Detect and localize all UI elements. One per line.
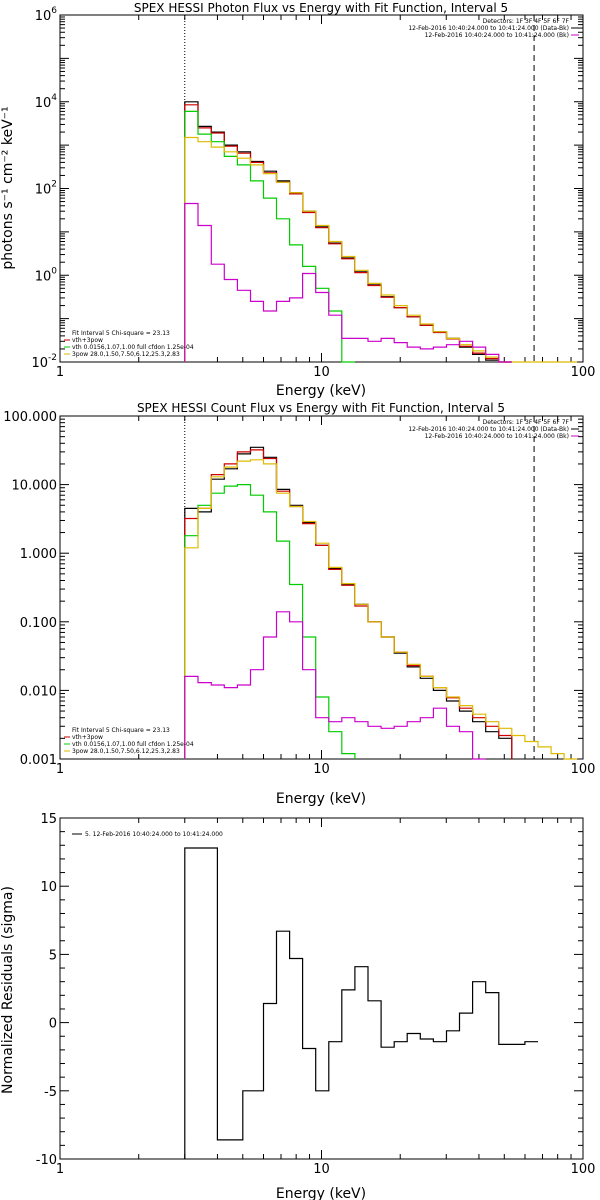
y-tick-label: 15 [40,812,57,827]
legend-top-right-entry: 12-Feb-2016 10:40:24.000 to 10:41:24.000… [408,426,569,433]
legend-bottom-left-entry: vth+3pow [72,734,103,741]
series-1-histogram [184,449,513,759]
legend-bottom-left-entry: 3pow 28.0,1.50,7.50,6.12,25.3,2.83 [72,748,180,755]
y-tick-label: 104 [35,93,58,111]
panel-3-frame [59,817,584,1160]
x-tick-label: 100 [571,365,596,380]
y-tick-label: 0 [49,1017,57,1032]
y-tick-label: 106 [35,6,58,24]
legend-bottom-left-entry: vth 0.0156,1.07,1.00 full cfdon 1.25e-04 [72,741,194,748]
y-tick-label: -10 [36,1153,57,1168]
y-tick-label: -5 [44,1085,57,1100]
x-tick-label: 10 [313,762,330,777]
residuals-panel: 1 10 100 -10 -5 0 5 10 15 5. 12-Feb-2016 10:40:24… [0,812,595,1200]
y-tick-label: 0.010 [20,684,57,699]
series-0-histogram [184,446,513,759]
y-tick-label: 5 [49,948,57,963]
x-tick-label: 1 [56,365,64,380]
panel-2-title: SPEX HESSI Count Flux vs Energy with Fit… [137,401,505,415]
legend-bottom-left-entry: Fit Interval 5 Chi-square = 23.13 [72,330,170,337]
legend-top-right-entry: 12-Feb-2016 10:40:24.000 to 10:41:24.000… [408,25,569,32]
legend-top-right-entry: Detectors: 1F 3F 4F 5F 6F 7F [483,419,570,426]
x-tick-label: 10 [313,365,330,380]
legend-bottom-left-entry: 3pow 28.0,1.50,7.50,6.12,25.3,2.83 [72,351,180,358]
panel-1-xlabel: Energy (keV) [276,383,366,399]
series-2-histogram [184,110,355,363]
y-tick-label: 10-2 [31,353,57,371]
photon-flux-panel: SPEX HESSI Photon Flux vs Energy with Fi… [0,1,595,399]
series-4-histogram [184,611,486,760]
series-1-histogram [184,104,512,363]
legend-bottom-left-entry: Fit Interval 5 Chi-square = 23.13 [72,727,170,734]
y-tick-label: 10.000 [12,479,58,494]
panel-2-plot-area: 1 10 100 0.001 0.010 0.100 1.000 10.000 100.000 D… [3,410,595,777]
legend-top-left-entry: 5. 12-Feb-2016 10:40:24.000 to 10:41:24.… [85,831,223,838]
panel-2-frame [59,415,584,760]
series-3-histogram [184,459,578,760]
panel-1-plot-area: 1 10 100 10-2 100 102 104 106 Detectors: 1F 3F 4… [31,6,595,380]
y-tick-label: 100 [35,266,58,284]
y-tick-label: 0.001 [20,753,57,768]
x-tick-label: 1 [56,1162,64,1177]
panel-1-frame [59,14,584,363]
x-tick-label: 100 [571,1162,596,1177]
y-tick-label: 102 [35,180,57,198]
y-tick-label: 1.000 [20,547,57,562]
panel-3-ylabel: Normalized Residuals (sigma) [0,886,16,1094]
panel-1-ylabel: photons s⁻¹ cm⁻² keV⁻¹ [0,106,16,269]
y-tick-label: 0.100 [20,616,57,631]
panel-3-plot-area: 1 10 100 -10 -5 0 5 10 15 5. 12-Feb-2016 10:40:24… [36,812,596,1177]
panel-3-xlabel: Energy (keV) [276,1186,366,1200]
x-tick-label: 10 [313,1162,330,1177]
x-tick-label: 100 [571,762,596,777]
legend-top-right-entry: 12-Feb-2016 10:40:24.000 to 10:41:24.000… [425,32,569,39]
legend-bottom-left-entry: vth 0.0156,1.07,1.00 full cfdon 1.25e-04 [72,344,194,351]
panel-1-title: SPEX HESSI Photon Flux vs Energy with Fi… [134,1,508,15]
y-tick-label: 10 [40,880,57,895]
series-0-histogram [184,101,512,363]
y-tick-label: 100.000 [3,410,57,425]
series-0-histogram [184,847,538,1159]
series-3-histogram [184,136,578,363]
legend-top-right-entry: 12-Feb-2016 10:40:24.000 to 10:41:24.000… [425,433,569,440]
legend-top-right-entry: Detectors: 1F 3F 4F 5F 6F 7F [483,18,570,25]
series-4-histogram [184,202,512,363]
x-tick-label: 1 [56,762,64,777]
count-flux-panel: SPEX HESSI Count Flux vs Energy with Fit… [3,401,595,807]
panel-2-xlabel: Energy (keV) [276,791,366,807]
legend-bottom-left-entry: vth+3pow [72,337,103,344]
